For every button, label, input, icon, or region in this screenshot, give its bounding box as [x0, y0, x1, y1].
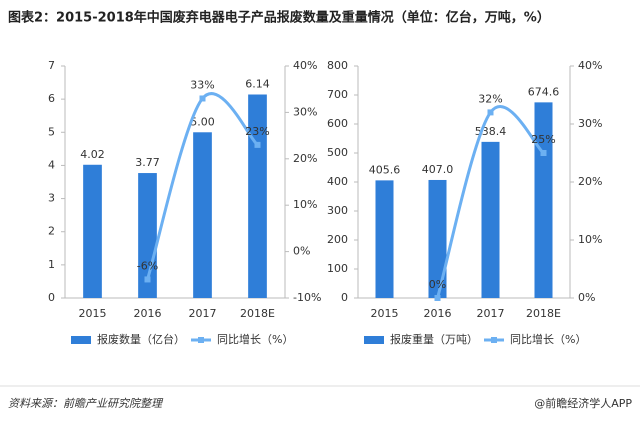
line-marker: [199, 95, 206, 102]
y-tick-label: 1: [48, 258, 55, 271]
y-tick-label: 100: [327, 262, 348, 275]
legend-label: 同比增长（%）: [510, 332, 586, 346]
y2-tick-label: 30%: [293, 105, 317, 118]
bar-label: 4.02: [80, 148, 105, 161]
bar: [534, 102, 553, 298]
x-tick-label: 2018E: [526, 307, 561, 320]
bar-label: 674.6: [528, 85, 560, 98]
y-tick-label: 3: [48, 192, 55, 205]
y-tick-label: 400: [327, 175, 348, 188]
legend-label: 同比增长（%）: [217, 332, 293, 346]
y-tick-label: 6: [48, 92, 55, 105]
y-tick-label: 600: [327, 117, 348, 130]
line-label: 0%: [429, 278, 446, 291]
y-tick-label: 500: [327, 146, 348, 159]
y2-tick-label: 40%: [578, 59, 602, 72]
legend-swatch: [71, 336, 91, 344]
y-tick-label: 7: [48, 59, 55, 72]
x-tick-label: 2016: [134, 307, 162, 320]
y-tick-label: 800: [327, 59, 348, 72]
x-tick-label: 2015: [371, 307, 399, 320]
bar-label: 405.6: [369, 163, 401, 176]
source: 资料来源：前瞻产业研究院整理: [8, 397, 164, 410]
line: [146, 92, 259, 280]
y2-tick-label: 0%: [578, 291, 595, 304]
y2-tick-label: 20%: [293, 152, 317, 165]
bar: [83, 164, 102, 298]
line-label: 23%: [245, 125, 269, 138]
line: [436, 105, 545, 299]
line-marker: [487, 109, 494, 116]
bar-label: 5.00: [190, 115, 215, 128]
bar-label: 407.0: [422, 163, 454, 176]
y2-tick-label: 0%: [293, 245, 310, 258]
x-tick-label: 2017: [477, 307, 505, 320]
y2-tick-label: 40%: [293, 59, 317, 72]
legend-swatch: [491, 337, 497, 343]
y-tick-label: 5: [48, 125, 55, 138]
bar-label: 6.14: [245, 78, 270, 91]
y2-tick-label: -10%: [293, 291, 321, 304]
x-tick-label: 2017: [189, 307, 217, 320]
bar: [428, 179, 447, 298]
bar: [481, 141, 500, 298]
credit: @前瞻经济学人APP: [534, 396, 632, 410]
bar: [248, 94, 267, 298]
y2-tick-label: 10%: [578, 233, 602, 246]
bar: [375, 180, 394, 298]
x-tick-label: 2016: [424, 307, 452, 320]
bar-label: 3.77: [135, 156, 160, 169]
x-tick-label: 2015: [79, 307, 107, 320]
y-tick-label: 4: [48, 158, 55, 171]
line-label: 32%: [478, 92, 502, 105]
x-tick-label: 2018E: [240, 307, 275, 320]
y2-tick-label: 10%: [293, 198, 317, 211]
y-tick-label: 2: [48, 225, 55, 238]
y-tick-label: 0: [48, 291, 55, 304]
legend-label: 报废重量（万吨）: [390, 332, 478, 346]
line-marker: [540, 150, 547, 156]
legend-label: 报废数量（亿台）: [97, 332, 185, 346]
page-title: 图表2：2015-2018年中国废弃电器电子产品报废数量及重量情况（单位：亿台，…: [8, 10, 550, 26]
y-tick-label: 700: [327, 88, 348, 101]
line-marker: [144, 276, 151, 283]
line-label: -6%: [137, 259, 158, 272]
line-label: 33%: [190, 78, 214, 91]
y-tick-label: 200: [327, 233, 348, 246]
legend-swatch: [198, 337, 204, 343]
line-label: 25%: [531, 133, 555, 146]
line-marker: [434, 295, 441, 301]
y-tick-label: 0: [341, 291, 348, 304]
bar: [193, 132, 212, 298]
y2-tick-label: 20%: [578, 175, 602, 188]
y-tick-label: 300: [327, 204, 348, 217]
y2-tick-label: 30%: [578, 117, 602, 130]
legend-swatch: [364, 336, 384, 344]
line-marker: [254, 141, 261, 148]
